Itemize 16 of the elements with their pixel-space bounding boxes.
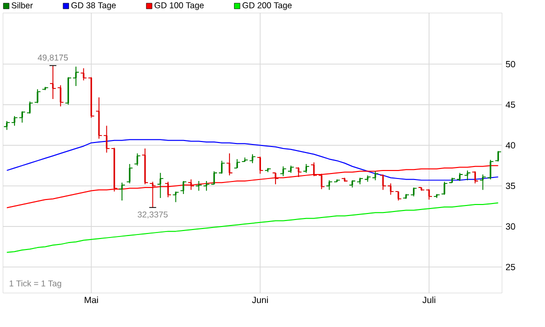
y-tick-label: 35 [506,182,516,190]
annotation: 32,3375 [138,212,168,218]
y-tick-label: 50 [506,60,516,68]
y-tick-label: 30 [506,223,516,230]
y-tick-label: 25 [506,264,516,270]
legend-label: Silber [12,2,33,8]
annotation: 1 Tick = 1 Tag [10,280,62,288]
x-tick-label: Juni [252,296,268,304]
legend-label: GD 200 Tage [242,2,292,10]
x-tick-label: Juli [422,296,436,304]
y-tick-label: 40 [506,142,516,148]
y-tick-label: 45 [506,102,516,108]
legend-label: GD 100 Tage [154,2,204,10]
annotation: 49,8175 [38,54,68,62]
legend-label: GD 38 Tage [71,2,116,10]
x-tick-label: Mai [84,296,98,304]
